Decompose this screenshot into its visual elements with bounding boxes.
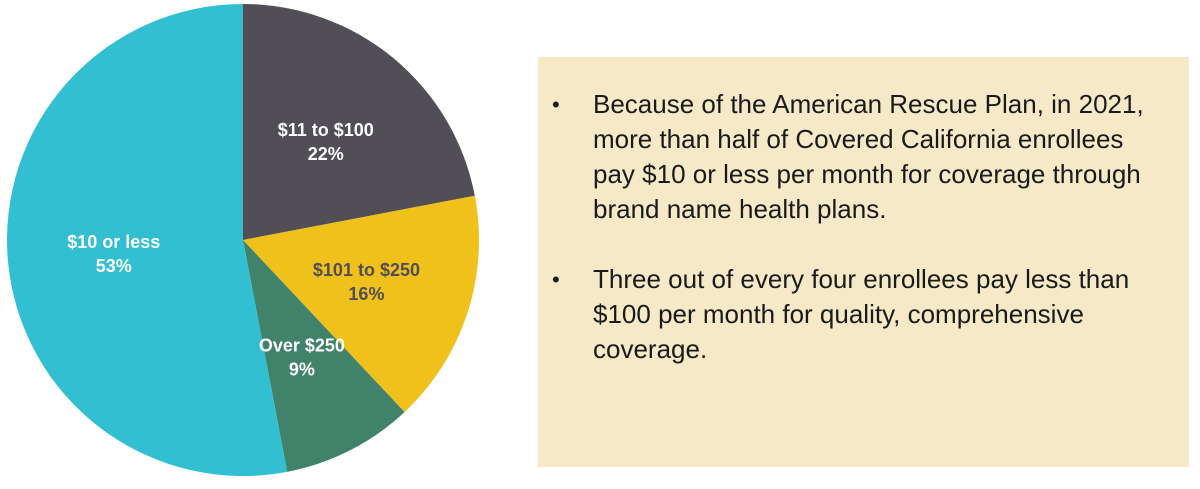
callout-box: • Because of the American Rescue Plan, i… bbox=[538, 57, 1189, 467]
slice-percent-label: 22% bbox=[308, 144, 344, 164]
slice-label-10-or-less: $10 or less 53% bbox=[67, 232, 160, 276]
bullet-list: • Because of the American Rescue Plan, i… bbox=[538, 87, 1189, 402]
bullet-item: • Three out of every four enrollees pay … bbox=[538, 262, 1189, 367]
slice-percent-label: 9% bbox=[289, 360, 315, 380]
slice-percent-label: 16% bbox=[348, 284, 384, 304]
slice-label-over-250: Over $250 9% bbox=[259, 336, 345, 380]
bullet-text: Because of the American Rescue Plan, in … bbox=[593, 89, 1144, 224]
pie-slice-over-250 bbox=[243, 240, 405, 472]
bullet-dot: • bbox=[552, 92, 560, 117]
bullet-item: • Because of the American Rescue Plan, i… bbox=[538, 87, 1189, 227]
slice-category-label: $11 to $100 bbox=[278, 120, 374, 140]
bullet-dot: • bbox=[552, 267, 560, 292]
slice-category-label: Over $250 bbox=[259, 336, 345, 356]
slice-label-101-to-250: $101 to $250 16% bbox=[313, 260, 420, 304]
bullet-text: Three out of every four enrollees pay le… bbox=[593, 264, 1130, 364]
pie-slice-101-to-250 bbox=[243, 195, 479, 413]
pie-chart: $11 to $100 22% $101 to $250 16% Over $250 9%… bbox=[7, 4, 479, 476]
slice-category-label: $10 or less bbox=[67, 232, 160, 252]
pie-slice-11-to-100 bbox=[243, 4, 475, 240]
slice-category-label: $101 to $250 bbox=[313, 260, 420, 280]
pie-slice-10-or-less bbox=[7, 4, 288, 476]
slice-label-11-to-100: $11 to $100 22% bbox=[278, 120, 374, 164]
slice-percent-label: 53% bbox=[96, 256, 132, 276]
